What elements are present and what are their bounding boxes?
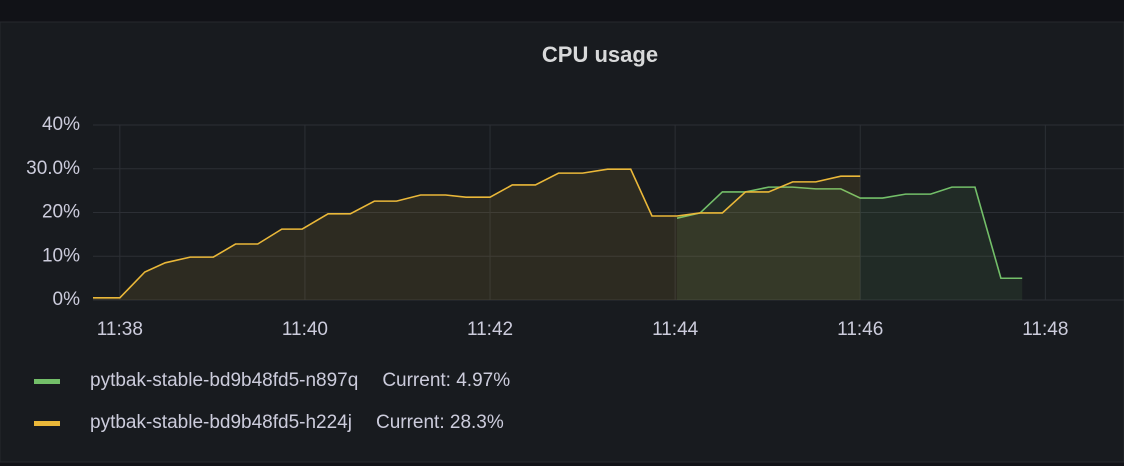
y-tick-label: 20% xyxy=(42,202,80,223)
y-tick-label: 30.0% xyxy=(26,158,80,179)
series-area xyxy=(676,187,1023,300)
series-area xyxy=(93,169,861,300)
x-tick-label: 11:38 xyxy=(97,319,143,340)
y-tick-label: 40% xyxy=(42,114,80,135)
legend-label: pytbak-stable-bd9b48fd5-n897q xyxy=(90,370,358,391)
legend-swatch xyxy=(34,421,60,426)
x-tick-label: 11:46 xyxy=(837,319,883,340)
series-line xyxy=(676,186,1023,280)
legend-swatch xyxy=(34,379,60,384)
y-tick-label: 10% xyxy=(42,245,80,266)
x-tick-label: 11:48 xyxy=(1022,319,1068,340)
x-tick-label: 11:42 xyxy=(467,319,513,340)
x-tick-label: 11:44 xyxy=(652,319,699,340)
x-tick-label: 11:40 xyxy=(282,319,328,340)
legend-label: pytbak-stable-bd9b48fd5-h224j xyxy=(90,412,352,433)
y-tick-label: 0% xyxy=(53,289,81,310)
panel-body xyxy=(0,21,1124,463)
legend-current: Current: 4.97% xyxy=(382,370,510,391)
series-line xyxy=(93,168,861,299)
legend-current: Current: 28.3% xyxy=(376,412,504,433)
chart-title: CPU usage xyxy=(542,42,658,67)
